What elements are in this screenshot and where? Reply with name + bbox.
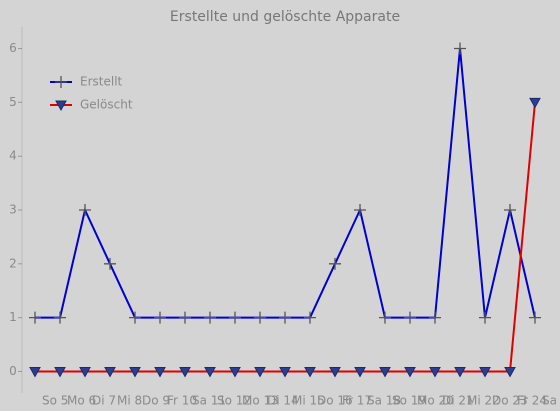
- y-tick-label: 4: [9, 149, 17, 163]
- marker: [304, 311, 316, 324]
- marker: [354, 366, 366, 378]
- x-tick-label: Do 16: [317, 394, 353, 408]
- x-tick-label: Sa 25: [542, 394, 560, 408]
- marker: [79, 204, 91, 216]
- marker: [129, 366, 141, 378]
- series-line: [35, 48, 536, 319]
- marker: [454, 42, 466, 55]
- marker: [129, 311, 141, 324]
- marker: [429, 366, 441, 378]
- marker: [379, 311, 391, 324]
- x-tick-label: Sa 11: [192, 394, 226, 408]
- x-tick-label: So 5: [42, 394, 68, 408]
- marker: [29, 311, 41, 324]
- marker: [504, 204, 516, 216]
- marker: [404, 311, 416, 324]
- marker: [54, 366, 66, 378]
- marker: [354, 204, 366, 216]
- marker: [179, 366, 191, 378]
- x-tick-label: Fr 10: [167, 394, 197, 408]
- x-tick-label: Di 7: [92, 394, 116, 408]
- x-tick-label: Di 21: [442, 394, 474, 408]
- marker: [404, 366, 416, 378]
- series-line: [35, 102, 536, 373]
- marker: [504, 366, 516, 378]
- x-tick-label: Do 9: [142, 394, 170, 408]
- marker: [204, 311, 216, 324]
- marker: [54, 311, 66, 324]
- marker: [479, 366, 491, 378]
- marker: [454, 366, 466, 378]
- y-tick-label: 2: [9, 256, 17, 270]
- marker: [204, 366, 216, 378]
- legend-label: Erstellt: [80, 75, 123, 89]
- x-tick-label: Fr 24: [517, 394, 547, 408]
- x-tick-label: Di 14: [267, 394, 299, 408]
- marker: [279, 366, 291, 378]
- marker: [379, 366, 391, 378]
- marker: [254, 311, 266, 324]
- x-tick-label: Mo 6: [67, 394, 96, 408]
- chart-title: Erstellte und gelöschte Apparate: [170, 9, 400, 25]
- marker: [179, 311, 191, 324]
- y-tick-label: 3: [9, 203, 17, 217]
- x-tick-label: Sa 18: [367, 394, 401, 408]
- marker: [104, 366, 116, 378]
- marker: [329, 366, 341, 378]
- marker: [429, 311, 441, 324]
- marker: [79, 366, 91, 378]
- y-tick-label: 1: [9, 310, 17, 324]
- x-tick-label: Fr 17: [342, 394, 372, 408]
- x-tick-label: Mi 15: [292, 394, 325, 408]
- y-tick-label: 5: [9, 95, 17, 109]
- x-tick-label: Mi 8: [117, 394, 142, 408]
- x-tick-label: So 12: [217, 394, 251, 408]
- marker: [104, 257, 116, 270]
- marker: [279, 311, 291, 324]
- marker: [479, 311, 491, 324]
- marker: [229, 311, 241, 324]
- legend-marker: [55, 100, 67, 112]
- marker: [154, 311, 166, 324]
- marker: [529, 311, 541, 324]
- marker: [304, 366, 316, 378]
- x-tick-label: So 19: [392, 394, 426, 408]
- x-tick-label: Do 23: [492, 394, 528, 408]
- marker: [229, 366, 241, 378]
- x-tick-label: Mo 13: [242, 394, 279, 408]
- marker: [154, 366, 166, 378]
- legend-label: Gelöscht: [80, 98, 133, 112]
- y-tick-label: 0: [9, 364, 17, 378]
- marker: [254, 366, 266, 378]
- marker: [329, 257, 341, 270]
- marker: [29, 366, 41, 378]
- legend-marker: [55, 76, 67, 88]
- x-tick-label: Mi 22: [467, 394, 500, 408]
- y-tick-label: 6: [9, 41, 17, 55]
- x-tick-label: Mo 20: [417, 394, 454, 408]
- marker: [529, 97, 541, 109]
